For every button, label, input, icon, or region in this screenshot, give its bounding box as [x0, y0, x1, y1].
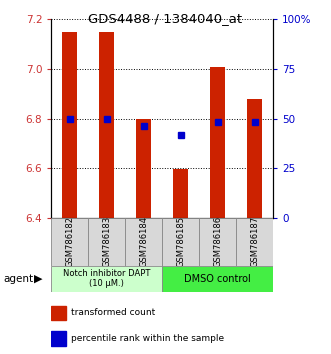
FancyBboxPatch shape: [88, 218, 125, 266]
FancyBboxPatch shape: [162, 218, 199, 266]
Text: GSM786186: GSM786186: [213, 216, 222, 267]
Text: GDS4488 / 1384040_at: GDS4488 / 1384040_at: [88, 12, 243, 25]
Text: agent: agent: [3, 274, 33, 284]
Text: ▶: ▶: [34, 274, 42, 284]
Bar: [51, 331, 66, 346]
Text: GSM786183: GSM786183: [102, 216, 111, 267]
Bar: [99, 32, 114, 218]
Bar: [210, 67, 225, 218]
Bar: [62, 32, 77, 218]
FancyBboxPatch shape: [51, 218, 88, 266]
FancyBboxPatch shape: [236, 218, 273, 266]
Bar: [136, 119, 151, 218]
FancyBboxPatch shape: [199, 218, 236, 266]
Text: GSM786185: GSM786185: [176, 216, 185, 267]
Text: percentile rank within the sample: percentile rank within the sample: [71, 334, 224, 343]
Text: GSM786182: GSM786182: [65, 216, 74, 267]
Text: transformed count: transformed count: [71, 308, 156, 318]
FancyBboxPatch shape: [162, 266, 273, 292]
FancyBboxPatch shape: [125, 218, 162, 266]
Bar: [173, 170, 188, 218]
Bar: [247, 99, 262, 218]
Text: Notch inhibitor DAPT
(10 μM.): Notch inhibitor DAPT (10 μM.): [63, 269, 150, 289]
Text: GSM786187: GSM786187: [250, 216, 259, 267]
Text: DMSO control: DMSO control: [184, 274, 251, 284]
FancyBboxPatch shape: [51, 266, 162, 292]
Bar: [51, 306, 66, 320]
Text: GSM786184: GSM786184: [139, 216, 148, 267]
